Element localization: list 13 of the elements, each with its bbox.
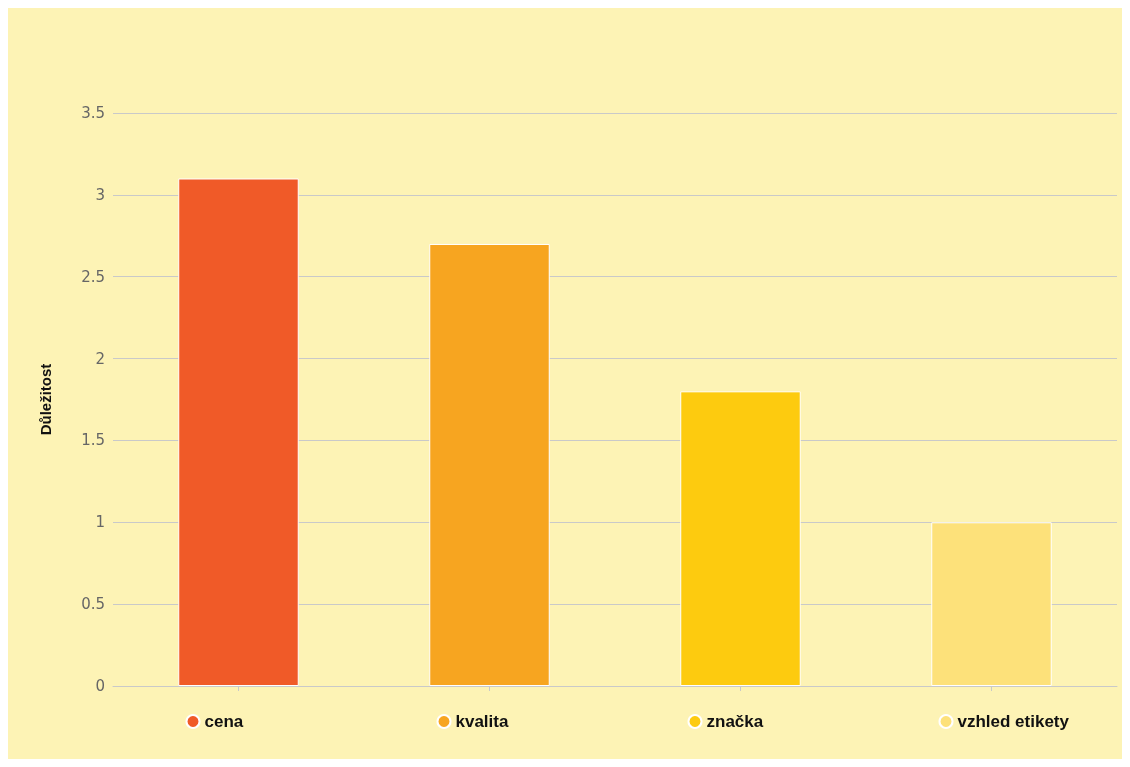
y-tick-label: 0.5 — [81, 595, 105, 614]
y-tick-label: 1 — [95, 513, 105, 532]
y-axis-title: Důležitost — [37, 363, 54, 436]
legend-label: značka — [706, 712, 764, 731]
legend-label: cena — [204, 712, 244, 731]
y-tick-label: 0 — [95, 677, 105, 695]
y-tick-label: 1.5 — [81, 431, 105, 450]
y-tick-label: 2.5 — [81, 267, 105, 286]
y-tick-label: 2 — [95, 349, 105, 368]
y-tick-label: 3 — [95, 185, 105, 204]
legend-label: kvalita — [455, 712, 509, 731]
legend-label: vzhled etikety — [957, 712, 1070, 731]
y-tick-label: 3.5 — [81, 104, 105, 122]
